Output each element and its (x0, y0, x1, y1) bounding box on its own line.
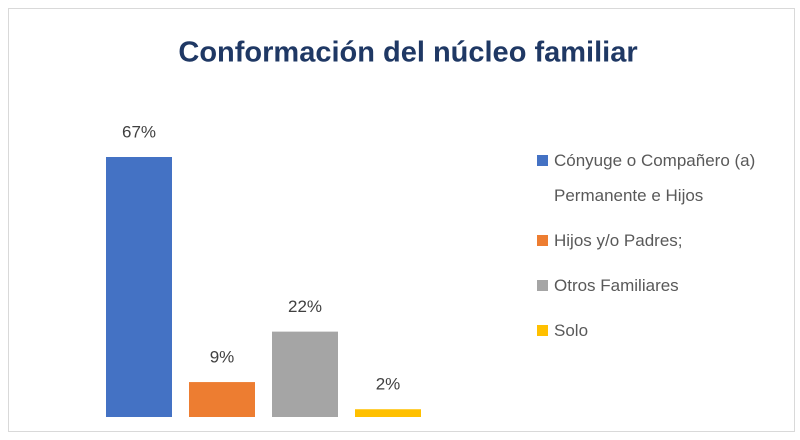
chart-title: Conformación del núcleo familiar (178, 37, 637, 69)
legend-swatch (537, 280, 548, 291)
legend-swatch (537, 325, 548, 336)
legend-item: Solo (537, 313, 782, 348)
data-label: 22% (288, 297, 322, 316)
data-label: 9% (210, 348, 235, 367)
legend-label: Hijos y/o Padres; (554, 231, 683, 250)
bar (355, 409, 421, 417)
data-label: 67% (122, 122, 156, 141)
legend-label: Solo (554, 321, 589, 340)
legend-swatch (537, 155, 548, 166)
data-label: 2% (376, 375, 401, 394)
bar (189, 382, 255, 417)
legend-swatch (537, 235, 548, 246)
bar (106, 157, 172, 417)
bar (272, 331, 338, 417)
legend-item: Cónyuge o Compañero (a) Permanente e Hij… (537, 143, 782, 213)
legend-item: Hijos y/o Padres; (537, 223, 782, 258)
legend-item: Otros Familiares (537, 268, 782, 303)
legend: Cónyuge o Compañero (a) Permanente e Hij… (537, 143, 782, 348)
legend-label: Otros Familiares (554, 276, 679, 295)
legend-label: Cónyuge o Compañero (a) Permanente e Hij… (554, 151, 756, 205)
